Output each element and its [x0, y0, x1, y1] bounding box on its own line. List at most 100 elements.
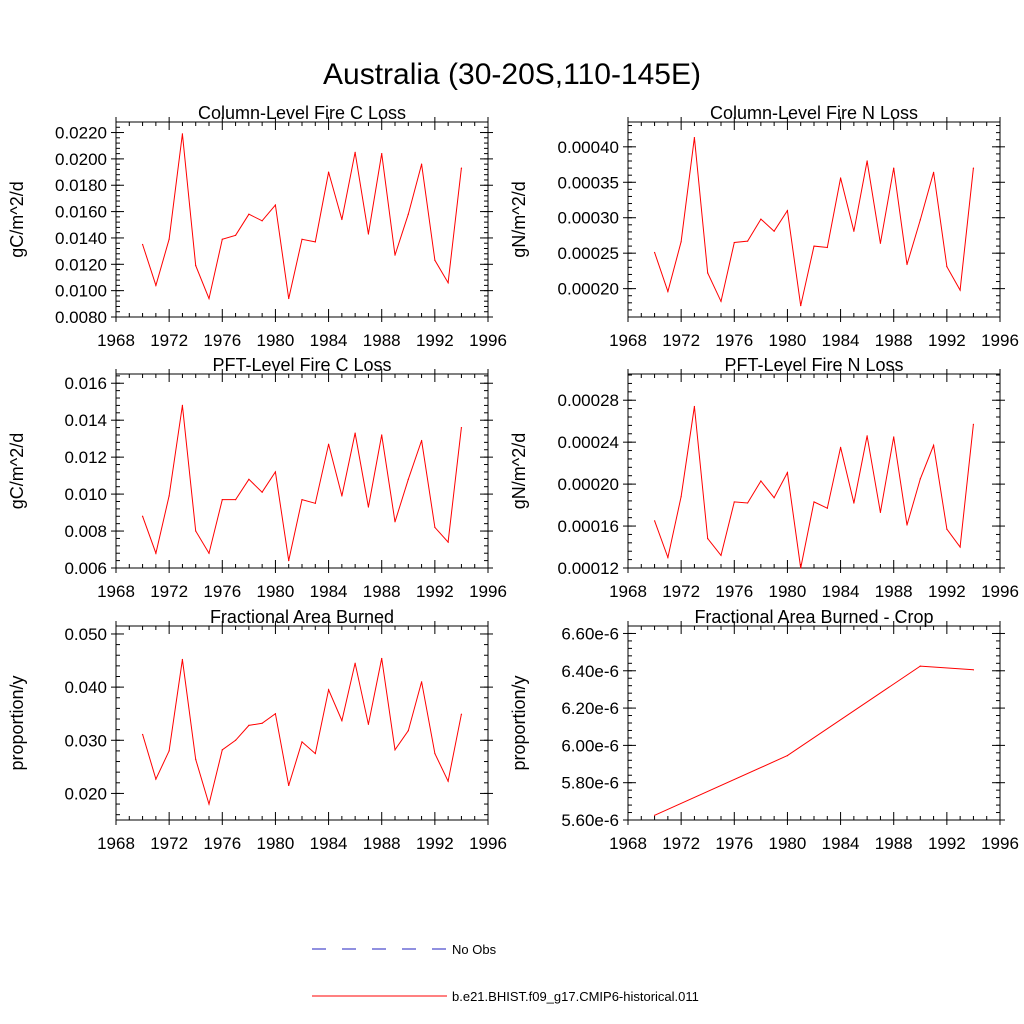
data-point: [354, 432, 356, 434]
x-tick-label: 1996: [469, 582, 507, 601]
legend-obs-label: No Obs: [452, 942, 497, 957]
data-point: [972, 669, 975, 671]
x-tick-label: 1976: [715, 834, 753, 853]
y-tick-label: 0.040: [64, 678, 107, 697]
data-point: [314, 752, 316, 755]
x-tick-label: 1992: [928, 582, 966, 601]
y-tick-label: 0.0140: [55, 229, 107, 248]
data-point: [720, 554, 722, 557]
data-point: [234, 234, 237, 236]
data-point: [826, 246, 828, 249]
data-point: [760, 218, 762, 220]
series-line: [142, 133, 462, 301]
chart-panel: PFT-Level Fire C Loss 1968 1972 1976 1980 198…: [7, 355, 507, 601]
x-tick-label: 1980: [257, 331, 295, 350]
data-point: [919, 665, 921, 667]
x-tick-label: 1984: [822, 582, 860, 601]
x-tick-label: 1992: [928, 834, 966, 853]
x-tick-label: 1984: [310, 834, 348, 853]
data-point: [667, 556, 669, 559]
y-tick-label: 0.00012: [558, 559, 619, 578]
x-tick-label: 1980: [769, 331, 807, 350]
data-point: [460, 426, 463, 429]
chart-panel: Column-Level Fire C Loss 1968 1972 1976 1980…: [7, 103, 507, 350]
data-point: [420, 439, 423, 442]
data-point: [653, 814, 656, 816]
y-tick-label: 0.020: [64, 784, 107, 803]
data-point: [879, 242, 882, 244]
data-point: [786, 755, 789, 757]
data-point: [733, 501, 735, 503]
data-point: [155, 284, 157, 286]
data-point: [893, 167, 895, 169]
data-point: [181, 658, 184, 661]
data-point: [274, 204, 277, 206]
series-line: [142, 658, 462, 807]
data-point: [946, 528, 948, 530]
series-line: [654, 137, 974, 306]
data-point: [341, 495, 343, 497]
data-point: [301, 499, 303, 501]
data-point: [367, 723, 370, 725]
data-point: [234, 499, 237, 501]
data-point: [853, 230, 855, 232]
x-tick-label: 1972: [662, 582, 700, 601]
x-tick-label: 1984: [310, 331, 348, 350]
data-point: [919, 478, 921, 480]
data-point: [261, 220, 263, 222]
x-tick-label: 1996: [981, 834, 1019, 853]
data-point: [906, 263, 908, 266]
x-tick-label: 1988: [363, 582, 401, 601]
data-point: [720, 300, 722, 302]
y-tick-label: 0.010: [64, 485, 107, 504]
y-tick-label: 0.00040: [558, 138, 619, 157]
x-tick-label: 1984: [822, 331, 860, 350]
data-point: [168, 238, 170, 240]
data-point: [394, 749, 396, 751]
data-point: [434, 526, 436, 528]
data-point: [221, 749, 223, 751]
plot-frame: [115, 373, 489, 569]
y-axis-label: gC/m^2/d: [7, 181, 27, 257]
x-tick-label: 1992: [416, 834, 454, 853]
data-point: [248, 213, 250, 215]
panel-title: Column-Level Fire C Loss: [198, 103, 406, 123]
data-point: [367, 506, 370, 508]
data-point: [155, 552, 157, 554]
data-point: [653, 251, 656, 254]
x-tick-label: 1984: [310, 582, 348, 601]
data-point: [447, 780, 449, 782]
x-tick-label: 1992: [928, 331, 966, 350]
data-point: [381, 657, 383, 660]
data-point: [341, 720, 343, 722]
data-point: [288, 784, 290, 787]
data-point: [733, 241, 735, 244]
data-point: [800, 305, 802, 307]
panel-title: Fractional Area Burned: [210, 607, 394, 627]
data-point: [746, 502, 749, 504]
y-tick-label: 6.20e-6: [561, 699, 619, 718]
x-tick-label: 1984: [822, 834, 860, 853]
x-tick-label: 1968: [97, 331, 135, 350]
y-tick-label: 0.0180: [55, 176, 107, 195]
data-point: [248, 724, 250, 726]
data-point: [394, 521, 396, 523]
x-tick-label: 1988: [875, 834, 913, 853]
series-line: [654, 665, 974, 816]
data-point: [760, 480, 762, 482]
x-tick-label: 1992: [416, 582, 454, 601]
data-point: [447, 282, 449, 284]
data-point: [906, 524, 908, 526]
data-point: [826, 507, 828, 509]
data-point: [208, 803, 210, 805]
data-point: [773, 497, 775, 499]
data-point: [434, 259, 436, 261]
x-tick-label: 1976: [203, 834, 241, 853]
legend-model-label: b.e21.BHIST.f09_g17.CMIP6-historical.011: [452, 989, 699, 1004]
y-tick-label: 0.00035: [558, 173, 619, 192]
y-tick-label: 0.0120: [55, 255, 107, 274]
data-point: [288, 560, 290, 562]
x-tick-label: 1980: [769, 582, 807, 601]
data-point: [972, 423, 975, 425]
y-tick-label: 0.00016: [558, 517, 619, 536]
